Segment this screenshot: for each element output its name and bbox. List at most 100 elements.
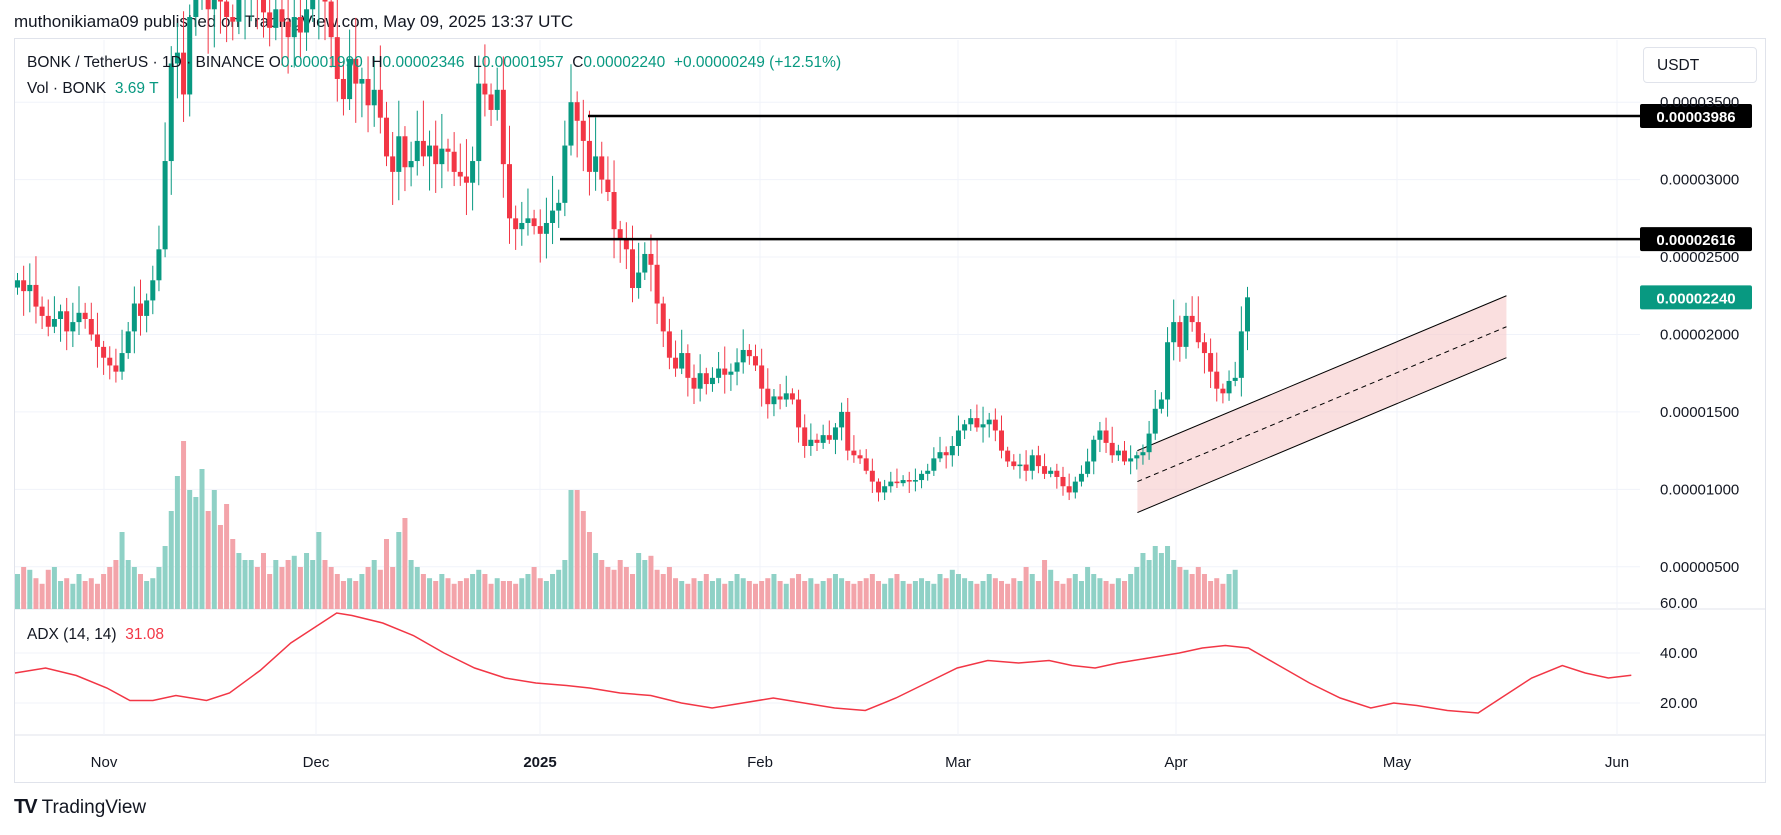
candle-body — [777, 396, 783, 400]
volume-bar — [1208, 581, 1214, 609]
volume-bar — [869, 574, 875, 609]
volume-bar — [107, 567, 113, 609]
volume-bar — [802, 581, 808, 609]
volume-bar — [734, 574, 740, 609]
candle-body — [138, 303, 143, 316]
volume-bar — [894, 574, 900, 609]
volume-bar — [955, 574, 961, 609]
candle-body — [685, 353, 691, 378]
candle-body — [27, 284, 33, 292]
candle-body — [679, 353, 685, 369]
candle-body — [900, 480, 906, 484]
candle-body — [943, 452, 949, 456]
high-value: 0.00002346 — [382, 54, 465, 71]
adx-label[interactable]: ADX (14, 14) — [27, 626, 117, 643]
volume-bar — [1017, 581, 1023, 609]
volume-bar — [21, 567, 27, 609]
volume-bar — [33, 578, 39, 609]
candle-body — [70, 322, 76, 332]
candle-body — [814, 439, 820, 443]
adx-axis-label: 20.00 — [1660, 695, 1698, 712]
volume-bar — [906, 583, 912, 609]
candle-body — [113, 365, 119, 372]
volume-bar — [433, 581, 439, 609]
volume-bar — [1177, 567, 1183, 609]
candle-body — [593, 156, 599, 172]
candle-body — [76, 312, 82, 323]
volume-label[interactable]: Vol · BONK — [27, 80, 107, 97]
candle-body — [211, 0, 217, 10]
candle-body — [759, 365, 765, 389]
candle-body — [709, 377, 715, 385]
volume-bar — [236, 553, 242, 609]
time-axis-label: Jun — [1605, 754, 1629, 771]
candle-body — [753, 356, 758, 366]
candle-body — [482, 83, 488, 95]
candle-body — [673, 357, 679, 369]
volume-bar — [414, 567, 420, 609]
candle-body — [1005, 450, 1011, 462]
candle-body — [1091, 439, 1097, 462]
volume-bar — [1122, 581, 1127, 609]
volume-bar — [716, 578, 722, 609]
candle-body — [500, 89, 506, 165]
volume-bar — [359, 574, 365, 609]
candle-body — [273, 9, 279, 28]
volume-bar — [1048, 569, 1054, 609]
volume-bar — [101, 574, 107, 609]
candle-body — [955, 430, 961, 446]
volume-bar — [1103, 581, 1109, 609]
volume-bar — [39, 583, 45, 609]
volume-bar — [900, 581, 906, 609]
volume-bar — [279, 567, 285, 609]
volume-bar — [666, 567, 672, 609]
volume-bar — [568, 490, 574, 609]
volume-bar — [193, 497, 199, 609]
candle-body — [599, 156, 605, 180]
volume-bar — [76, 574, 82, 609]
candle-body — [470, 161, 476, 183]
candle-body — [131, 303, 137, 332]
volume-bar — [1109, 583, 1115, 609]
channel-mid-line — [1137, 326, 1507, 483]
tradingview-logo[interactable]: TV TradingView — [14, 796, 146, 819]
volume-bar — [174, 476, 180, 609]
candle-body — [882, 486, 888, 493]
candle-body — [150, 280, 156, 301]
candle-body — [1115, 450, 1121, 456]
candle-body — [396, 136, 402, 172]
volume-bar — [384, 539, 389, 609]
candle-body — [1214, 371, 1220, 389]
volume-bar — [1072, 574, 1078, 609]
time-axis-label: May — [1383, 754, 1412, 771]
candle-body — [39, 306, 45, 316]
candle-body — [1226, 380, 1232, 394]
candle-body — [359, 78, 365, 84]
candle-body — [1054, 470, 1060, 477]
candle-body — [1103, 430, 1109, 443]
candle-body — [949, 445, 955, 456]
channel-upper-line — [1137, 295, 1507, 452]
volume-bar — [1042, 560, 1048, 609]
volume-bar — [691, 578, 697, 609]
resistance-label: 0.00003986 — [1656, 109, 1735, 126]
candle-body — [304, 9, 310, 33]
tradingview-brand: TradingView — [41, 796, 147, 818]
candle-body — [765, 388, 771, 405]
volume-bar — [1078, 581, 1084, 609]
candle-body — [162, 161, 168, 250]
volume-bar — [304, 553, 310, 609]
currency-button[interactable]: USDT — [1643, 47, 1757, 83]
candle-body — [58, 311, 64, 319]
volume-bar — [365, 567, 371, 609]
symbol-label[interactable]: BONK / TetherUS · 1D · BINANCE — [27, 54, 265, 71]
volume-bar — [753, 583, 758, 609]
candle-body — [328, 1, 334, 38]
volume-bar — [408, 560, 414, 609]
chart-frame — [14, 38, 1766, 783]
candle-body — [1146, 433, 1152, 453]
volume-bar — [673, 578, 679, 609]
volume-bar — [162, 546, 168, 609]
volume-bar — [839, 578, 845, 609]
